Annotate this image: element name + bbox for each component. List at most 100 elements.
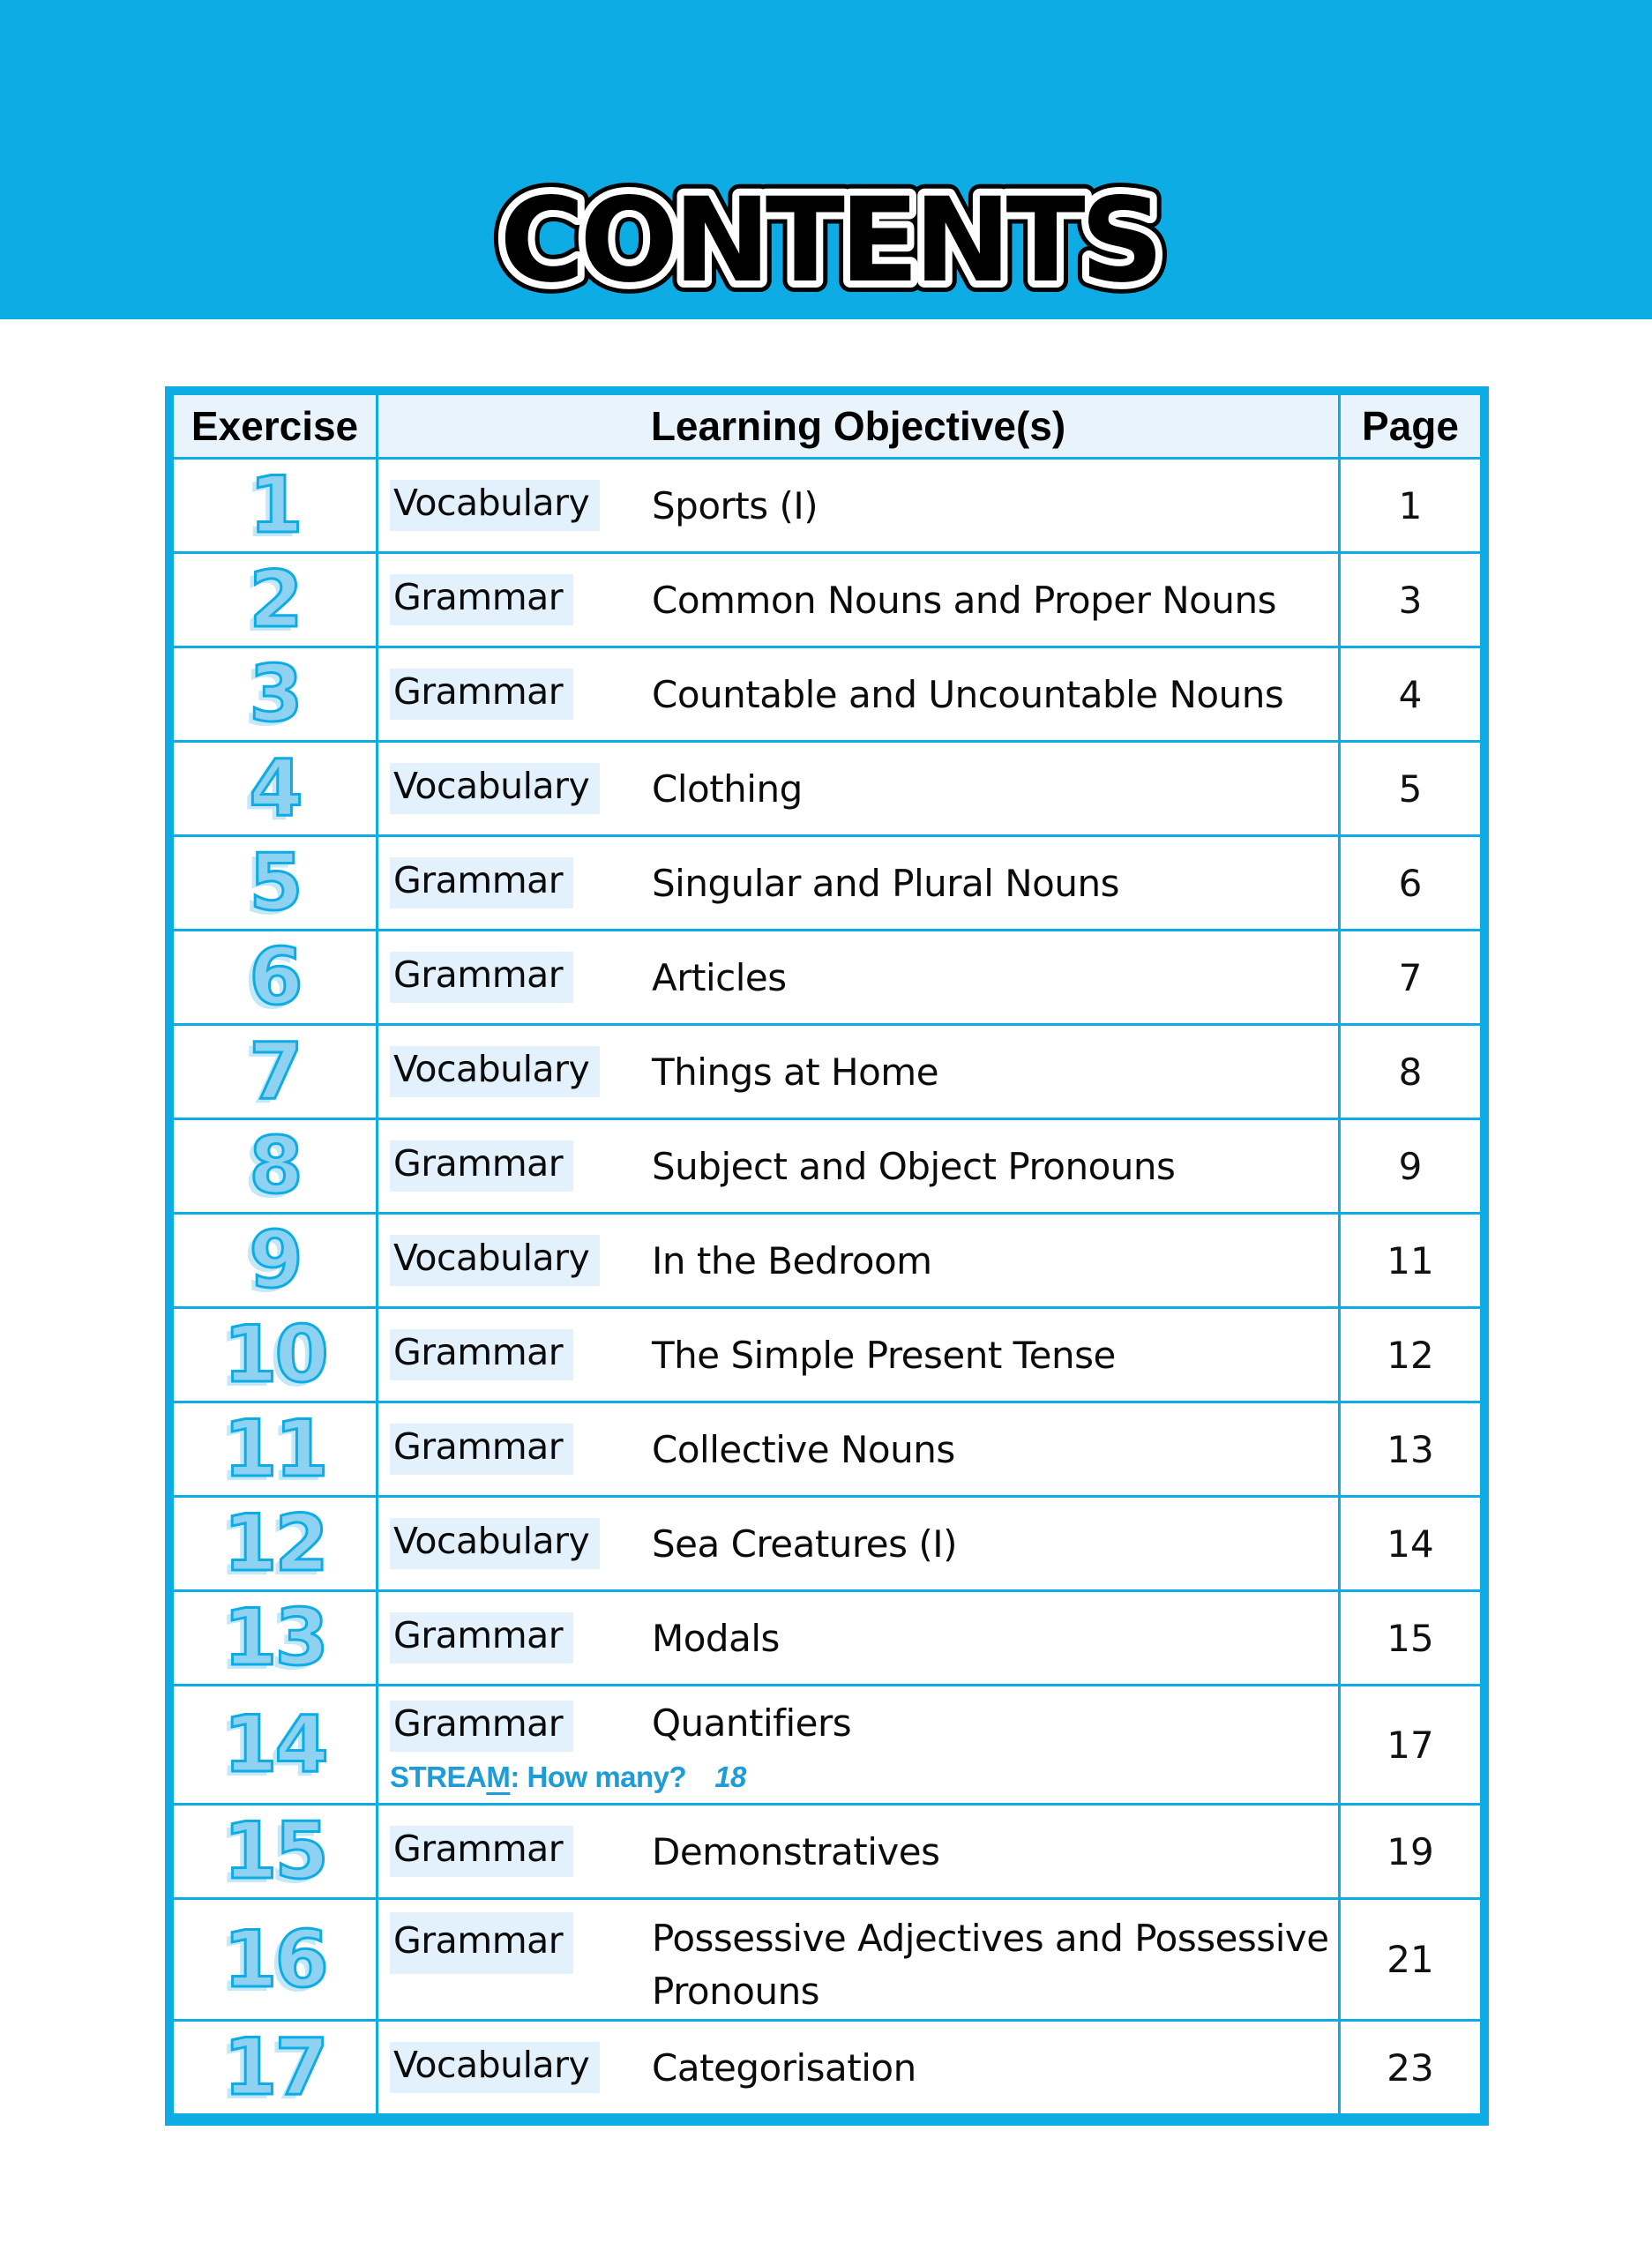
category-label: Vocabulary xyxy=(390,763,601,814)
page-number: 8 xyxy=(1398,1050,1423,1094)
category-wrap: Vocabulary xyxy=(390,480,652,531)
exercise-number: 12 xyxy=(222,1498,330,1589)
table-row-8: 8 Grammar Subject and Object Pronouns 9 xyxy=(174,1118,1480,1212)
table-row-16: 16 Grammar Possessive Adjectives and Pos… xyxy=(174,1897,1480,2019)
page-number: 23 xyxy=(1387,2045,1434,2090)
objective-cell: Grammar Possessive Adjectives and Posses… xyxy=(376,1900,1341,2019)
exercise-cell: 7 xyxy=(174,1026,376,1118)
objective-text: In the Bedroom xyxy=(652,1238,932,1282)
objective-cell: Grammar Modals xyxy=(376,1592,1341,1684)
category-label: Grammar xyxy=(390,1329,574,1380)
page-cell: 8 xyxy=(1341,1026,1480,1118)
exercise-number: 8 xyxy=(248,1120,304,1211)
page-number: 14 xyxy=(1387,1522,1434,1566)
category-wrap: Grammar xyxy=(390,857,652,908)
category-wrap: Grammar xyxy=(390,1701,652,1752)
page-cell: 13 xyxy=(1341,1403,1480,1495)
category-label: Grammar xyxy=(390,574,574,625)
page-cell: 12 xyxy=(1341,1309,1480,1401)
table-row-9: 9 Vocabulary In the Bedroom 11 xyxy=(174,1212,1480,1306)
objective-text: Things at Home xyxy=(652,1050,939,1094)
category-wrap: Vocabulary xyxy=(390,1046,652,1097)
category-wrap: Grammar xyxy=(390,574,652,625)
header-objective-cell: Learning Objective(s) xyxy=(376,395,1341,457)
page-cell: 23 xyxy=(1341,2022,1480,2113)
table-row-14: 14 Grammar Quantifiers STREAM: How many?… xyxy=(174,1684,1480,1803)
page-number: 9 xyxy=(1398,1144,1423,1188)
exercise-cell: 17 xyxy=(174,2022,376,2113)
page-cell: 15 xyxy=(1341,1592,1480,1684)
objective-cell: Grammar The Simple Present Tense xyxy=(376,1309,1341,1401)
objective-text: Collective Nouns xyxy=(652,1427,955,1471)
category-wrap: Grammar xyxy=(390,1140,652,1192)
category-label: Grammar xyxy=(390,1701,574,1752)
table-row-6: 6 Grammar Articles 7 xyxy=(174,929,1480,1023)
exercise-number: 11 xyxy=(222,1403,330,1494)
exercise-number: 16 xyxy=(222,1913,330,2005)
category-label: Grammar xyxy=(390,1826,574,1877)
objective-cell: Grammar Quantifiers STREAM: How many? 18 xyxy=(376,1686,1341,1803)
table-row-11: 11 Grammar Collective Nouns 13 xyxy=(174,1401,1480,1495)
objective-cell: Vocabulary Categorisation xyxy=(376,2022,1341,2113)
page-number: 15 xyxy=(1387,1616,1434,1660)
objective-cell: Grammar Articles xyxy=(376,931,1341,1023)
exercise-number: 5 xyxy=(248,837,304,928)
header-exercise-label: Exercise xyxy=(191,403,359,449)
page-title: CONTENTS xyxy=(499,173,1158,309)
header-page-cell: Page xyxy=(1341,395,1480,457)
exercise-number: 9 xyxy=(248,1215,304,1305)
exercise-number: 3 xyxy=(248,648,304,739)
objective-cell: Vocabulary Sports (I) xyxy=(376,460,1341,551)
objective-text: Demonstratives xyxy=(652,1829,940,1873)
page-number: 6 xyxy=(1398,861,1423,905)
table-row-1: 1 Vocabulary Sports (I) 1 xyxy=(174,457,1480,551)
objective-text: Categorisation xyxy=(652,2045,916,2090)
objective-cell: Vocabulary Sea Creatures (I) xyxy=(376,1498,1341,1589)
contents-title-graphic: CONTENTS CONTENTS CONTENTS xyxy=(488,161,1175,319)
category-label: Vocabulary xyxy=(390,1518,601,1569)
objective-text: Sea Creatures (I) xyxy=(652,1522,958,1566)
objective-text: Singular and Plural Nouns xyxy=(652,861,1120,905)
page-number: 4 xyxy=(1398,672,1423,716)
category-wrap: Vocabulary xyxy=(390,1235,652,1286)
contents-title-white-outline: CONTENTS xyxy=(499,173,1158,309)
category-label: Grammar xyxy=(390,1140,574,1192)
stream-label-underlined: M xyxy=(486,1761,511,1793)
exercise-cell: 16 xyxy=(174,1900,376,2019)
category-wrap: Grammar xyxy=(390,1612,652,1664)
stream-note: STREAM: How many? 18 xyxy=(390,1761,1338,1794)
exercise-cell: 2 xyxy=(174,554,376,646)
objective-text: Subject and Object Pronouns xyxy=(652,1144,1176,1188)
objective-text: Common Nouns and Proper Nouns xyxy=(652,578,1276,622)
exercise-cell: 13 xyxy=(174,1592,376,1684)
page-cell: 4 xyxy=(1341,648,1480,740)
page-number: 3 xyxy=(1398,578,1423,622)
page-cell: 5 xyxy=(1341,743,1480,834)
exercise-number: 4 xyxy=(248,743,304,834)
contents-title-outer-outline: CONTENTS xyxy=(499,173,1158,309)
exercise-cell: 11 xyxy=(174,1403,376,1495)
exercise-cell: 6 xyxy=(174,931,376,1023)
category-wrap: Grammar xyxy=(390,952,652,1003)
objective-text: Quantifiers xyxy=(652,1701,852,1745)
objective-text: Clothing xyxy=(652,766,803,811)
objective-cell: Vocabulary Things at Home xyxy=(376,1026,1341,1118)
page-number: 21 xyxy=(1387,1938,1434,1981)
title-banner: CONTENTS CONTENTS CONTENTS xyxy=(0,0,1652,319)
page-cell: 14 xyxy=(1341,1498,1480,1589)
page-cell: 6 xyxy=(1341,837,1480,929)
exercise-cell: 3 xyxy=(174,648,376,740)
exercise-number: 1 xyxy=(248,460,304,550)
exercise-number: 10 xyxy=(222,1309,330,1400)
category-label: Grammar xyxy=(390,1612,574,1664)
exercise-number: 6 xyxy=(248,931,304,1022)
category-wrap: Grammar xyxy=(390,1424,652,1475)
page-cell: 11 xyxy=(1341,1215,1480,1306)
header-page-label: Page xyxy=(1362,403,1459,449)
page-cell: 7 xyxy=(1341,931,1480,1023)
page-number: 19 xyxy=(1387,1829,1434,1873)
category-label: Vocabulary xyxy=(390,2042,601,2093)
exercise-cell: 14 xyxy=(174,1686,376,1803)
page-number: 17 xyxy=(1387,1723,1434,1767)
